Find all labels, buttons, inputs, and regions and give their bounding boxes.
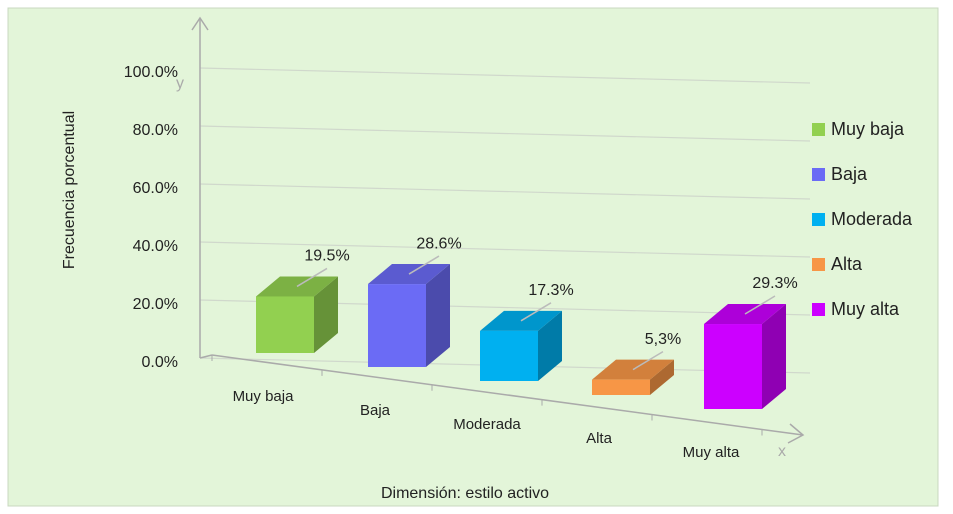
x-axis-title: Dimensión: estilo activo xyxy=(381,485,549,502)
y-arrow xyxy=(191,16,209,31)
bar-side xyxy=(650,359,674,395)
bar-side xyxy=(314,276,338,353)
y-tick-label: 40.0% xyxy=(133,238,178,255)
grid-line xyxy=(199,241,811,258)
x-axis-letter: x xyxy=(778,443,786,460)
data-label: 28.6% xyxy=(416,235,461,252)
bar-front xyxy=(480,330,538,381)
y-tick-label: 0.0% xyxy=(142,354,178,371)
legend-label: Alta xyxy=(831,254,863,274)
data-label: 29.3% xyxy=(752,275,797,292)
x-tick-label: Baja xyxy=(360,402,391,419)
grid-line xyxy=(199,183,811,200)
y-tick-label: 20.0% xyxy=(133,296,178,313)
y-axis-letter: y xyxy=(176,75,184,92)
leader-line xyxy=(744,295,776,315)
legend-swatch xyxy=(812,168,825,181)
y-axis-title: Frecuencia porcentual xyxy=(61,111,78,269)
bar-front xyxy=(368,284,426,367)
bar xyxy=(368,264,450,367)
bar-side xyxy=(762,304,786,409)
legend-swatch xyxy=(812,258,825,271)
bar-side xyxy=(538,310,562,381)
legend-swatch xyxy=(812,303,825,316)
leader-line xyxy=(520,302,552,322)
leader-line xyxy=(408,255,440,275)
grid-line xyxy=(199,125,811,142)
y-tick-label: 80.0% xyxy=(133,122,178,139)
grid-line xyxy=(199,67,811,84)
bar-side xyxy=(426,264,450,367)
bar-front xyxy=(704,324,762,409)
x-tick-label: Alta xyxy=(586,430,613,447)
bar-front xyxy=(592,379,650,395)
x-axis xyxy=(211,354,804,436)
leader-line xyxy=(632,350,664,371)
floor-edge xyxy=(199,354,213,359)
data-label: 17.3% xyxy=(528,282,573,299)
legend-swatch xyxy=(812,213,825,226)
y-tick-label: 60.0% xyxy=(133,180,178,197)
x-tick-label: Muy baja xyxy=(233,388,295,405)
x-arrow xyxy=(787,423,805,444)
axes xyxy=(191,16,805,444)
chart-background xyxy=(7,7,939,507)
data-label: 19.5% xyxy=(304,248,349,265)
leader-line xyxy=(296,267,328,288)
bar-front xyxy=(256,296,314,353)
bar xyxy=(480,310,562,381)
legend-label: Moderada xyxy=(831,209,913,229)
legend-label: Muy baja xyxy=(831,119,905,139)
data-label: 5,3% xyxy=(645,331,681,348)
y-tick-label: 100.0% xyxy=(124,64,178,81)
bar xyxy=(256,276,338,353)
bar xyxy=(592,359,674,395)
legend-label: Baja xyxy=(831,164,868,184)
bar xyxy=(704,304,786,409)
legend-label: Muy alta xyxy=(831,299,900,319)
x-tick-label: Muy alta xyxy=(683,444,740,461)
legend-swatch xyxy=(812,123,825,136)
x-tick-label: Moderada xyxy=(453,416,521,433)
